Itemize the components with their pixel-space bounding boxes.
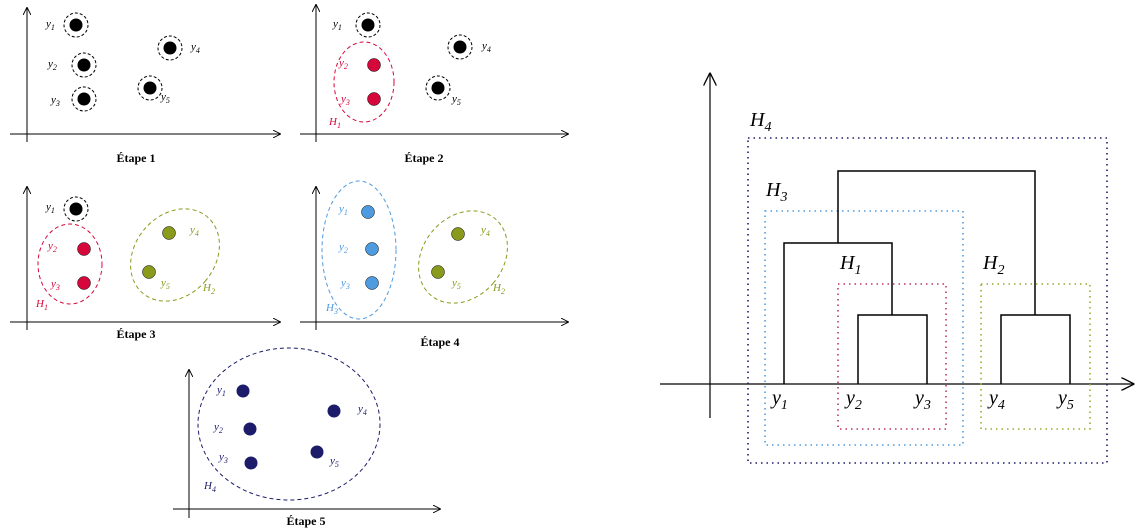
panel-step-4: y1 y2 y3 H3 y4 y5 H2 Étape 4: [300, 180, 568, 349]
dendro-label-H3: H3: [765, 179, 787, 205]
label-y5: y5: [160, 277, 170, 291]
cluster-H1-outline: [333, 41, 395, 123]
cluster-H3-outline: [321, 180, 397, 320]
label-y4: y4: [480, 224, 490, 238]
caption-step-4: Étape 4: [421, 335, 460, 349]
point-y1: [361, 18, 375, 32]
link-H3-H2: [837, 170, 1036, 315]
box-H2: [980, 283, 1091, 430]
dendrogram-links: [783, 170, 1071, 384]
link-y2-y3: [857, 314, 928, 384]
point-y5: [310, 445, 324, 459]
label-y3: y3: [50, 94, 60, 108]
label-y2: y2: [338, 241, 348, 255]
caption-step-5: Étape 5: [287, 514, 326, 528]
cluster-H2-outline: [130, 208, 220, 302]
label-y2: y2: [47, 240, 57, 254]
label-y4: y4: [189, 224, 199, 238]
label-H1: H1: [328, 116, 341, 130]
point-y4: [451, 227, 465, 241]
point-y5: [143, 81, 157, 95]
label-H1: H1: [35, 298, 48, 312]
label-y2: y2: [338, 57, 348, 71]
label-y5: y5: [160, 91, 170, 105]
points: [63, 12, 183, 112]
label-y5: y5: [451, 93, 461, 107]
label-y5: y5: [451, 277, 461, 291]
point-y4: [453, 40, 467, 54]
dendrogram-panel: y1 y2 y3 y4 y5 H4 H3 H1 H2: [660, 74, 1133, 464]
point-y3: [365, 276, 379, 290]
panel-step-2: y1 y2 y3 H1 y4 y5 Étape 2: [300, 5, 568, 165]
point-y2: [77, 242, 91, 256]
leaf-y1: y1: [770, 387, 788, 413]
box-H4: [747, 137, 1108, 464]
point-y2: [77, 58, 91, 72]
label-y1: y1: [338, 203, 348, 217]
point-y4: [162, 226, 176, 240]
box-H3: [764, 210, 964, 446]
point-y1: [236, 384, 250, 398]
point-y2: [243, 422, 257, 436]
point-y1: [69, 18, 83, 32]
point-y3: [244, 456, 258, 470]
point-y2: [367, 58, 381, 72]
panel-step-3: y1 y2 y3 H1 y4 y5 H2 Étape 3: [10, 187, 280, 341]
caption-step-1: Étape 1: [117, 151, 156, 165]
label-y1: y1: [45, 18, 55, 32]
label-H4: H4: [203, 480, 216, 494]
point-y2: [365, 242, 379, 256]
leaf-y4: y4: [987, 387, 1005, 413]
cluster-H4-outline: [197, 347, 381, 501]
point-y1: [69, 202, 83, 216]
leaf-y5: y5: [1056, 387, 1074, 413]
point-y5: [142, 265, 156, 279]
panel-step-5: y1 y2 y3 y4 y5 H4 Étape 5: [173, 347, 440, 528]
point-y5: [431, 265, 445, 279]
label-y3: y3: [340, 93, 350, 107]
label-y4: y4: [190, 41, 200, 55]
point-y4: [327, 404, 341, 418]
point-y4: [163, 41, 177, 55]
label-y3: y3: [340, 277, 350, 291]
label-y1: y1: [332, 18, 342, 32]
dendro-label-H2: H2: [982, 252, 1004, 278]
label-H3: H3: [325, 302, 338, 316]
label-y5: y5: [329, 455, 339, 469]
caption-step-3: Étape 3: [117, 327, 156, 341]
label-y2: y2: [213, 421, 223, 435]
label-H2: H2: [202, 282, 215, 296]
label-y4: y4: [357, 403, 367, 417]
label-H2: H2: [492, 282, 505, 296]
dendro-label-H4: H4: [749, 109, 771, 135]
label-y1: y1: [45, 201, 55, 215]
label-y2: y2: [47, 58, 57, 72]
point-y3: [77, 92, 91, 106]
label-y4: y4: [481, 40, 491, 54]
dendro-label-H1: H1: [839, 252, 861, 278]
label-y1: y1: [216, 384, 226, 398]
caption-step-2: Étape 2: [405, 151, 444, 165]
link-y1-H1: [783, 242, 893, 384]
leaf-y2: y2: [844, 387, 862, 413]
point-y1: [361, 205, 375, 219]
point-y3: [367, 92, 381, 106]
point-y3: [77, 276, 91, 290]
panel-step-1: y1 y2 y3 y4 y5 Étape 1: [10, 8, 280, 165]
label-y3: y3: [50, 278, 60, 292]
link-y4-y5: [1000, 314, 1071, 384]
cluster-H2-outline: [418, 210, 508, 304]
leaf-y3: y3: [913, 387, 931, 413]
label-y3: y3: [218, 451, 228, 465]
point-y5: [431, 81, 445, 95]
cluster-H1-outline: [37, 223, 103, 305]
